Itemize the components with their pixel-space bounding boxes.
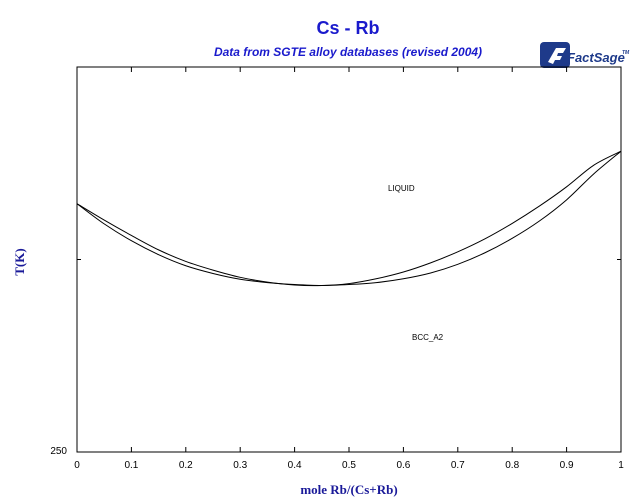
factsage-logo-tm: TM	[622, 50, 630, 56]
y-axis-ticks: 250	[50, 66, 621, 457]
phase-boundary-curves	[76, 150, 622, 287]
x-tick-label: 0.2	[179, 460, 193, 471]
factsage-logo-label: FactSage	[567, 50, 625, 65]
factsage-logo-mark	[548, 48, 566, 64]
y-tick-label: 250	[50, 446, 67, 457]
factsage-logo: FactSage TM	[540, 42, 630, 68]
x-tick-label: 0.4	[288, 460, 302, 471]
chart-subtitle: Data from SGTE alloy databases (revised …	[214, 45, 482, 59]
region-label-liquid: LIQUID	[388, 184, 415, 193]
x-axis-title: mole Rb/(Cs+Rb)	[300, 482, 397, 497]
y-axis-title: T(K)	[12, 248, 27, 275]
solidus-curve	[76, 150, 622, 286]
x-tick-label: 0.9	[560, 460, 574, 471]
x-tick-label: 0.1	[124, 460, 138, 471]
x-tick-label: 0.5	[342, 460, 356, 471]
x-tick-label: 0.8	[505, 460, 519, 471]
x-tick-label: 0.6	[396, 460, 410, 471]
x-tick-label: 0.3	[233, 460, 247, 471]
liquidus-curve	[76, 150, 622, 287]
plot-frame	[76, 66, 622, 453]
x-axis-ticks: 0 0.1 0.2 0.3 0.4 0.5 0.6 0.7 0.8 0.9 1	[74, 67, 624, 471]
chart-title: Cs - Rb	[317, 18, 380, 38]
x-tick-label: 0.7	[451, 460, 465, 471]
region-label-bcc-a2: BCC_A2	[412, 333, 444, 342]
x-tick-label: 1	[618, 460, 624, 471]
x-tick-label: 0	[74, 460, 80, 471]
